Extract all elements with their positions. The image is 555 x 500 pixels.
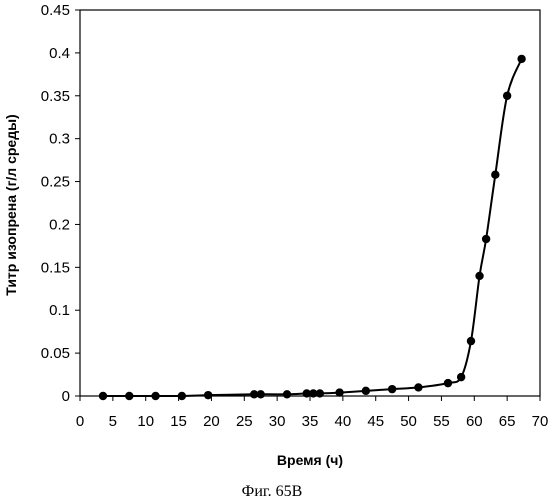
y-tick-label: 0.15 <box>41 259 70 276</box>
data-point <box>517 55 525 63</box>
data-point <box>283 390 291 398</box>
x-axis-ticks: 0 5 10 15 20 25 30 35 40 45 50 55 60 65 70 <box>76 396 549 430</box>
y-tick-label: 0.45 <box>41 2 70 19</box>
y-axis-title: Титр изопрена (г/л среды) <box>3 114 19 295</box>
data-point <box>491 170 499 178</box>
data-point <box>388 385 396 393</box>
x-tick-label: 30 <box>269 413 286 430</box>
figure-caption: Фиг. 65В <box>242 483 303 500</box>
data-point <box>335 388 343 396</box>
x-tick-label: 50 <box>400 413 417 430</box>
x-tick-label: 10 <box>137 413 154 430</box>
y-tick-label: 0.05 <box>41 345 70 362</box>
data-point <box>151 392 159 400</box>
x-tick-label: 55 <box>433 413 450 430</box>
y-tick-label: 0.1 <box>49 302 70 319</box>
data-point <box>204 391 212 399</box>
data-point <box>475 272 483 280</box>
x-axis-title: Время (ч) <box>277 452 343 468</box>
data-point <box>503 92 511 100</box>
y-tick-label: 0.2 <box>49 216 70 233</box>
data-point <box>467 337 475 345</box>
y-tick-label: 0.25 <box>41 174 70 191</box>
data-point <box>316 389 324 397</box>
y-tick-label: 0.3 <box>49 131 70 148</box>
data-point <box>414 383 422 391</box>
x-tick-label: 35 <box>302 413 319 430</box>
data-point <box>257 390 265 398</box>
x-tick-label: 25 <box>236 413 253 430</box>
x-tick-label: 65 <box>499 413 516 430</box>
data-point <box>482 235 490 243</box>
data-point <box>457 373 465 381</box>
y-axis-ticks: 0 0.05 0.1 0.15 0.2 0.25 0.3 0.35 0.4 0.45 <box>41 2 80 405</box>
series-line <box>103 59 522 396</box>
data-point <box>99 392 107 400</box>
data-series <box>99 55 526 401</box>
x-tick-label: 0 <box>76 413 84 430</box>
x-tick-label: 40 <box>335 413 352 430</box>
data-point <box>444 379 452 387</box>
x-tick-label: 15 <box>170 413 187 430</box>
data-point <box>125 392 133 400</box>
x-tick-label: 70 <box>532 413 549 430</box>
x-tick-label: 5 <box>109 413 117 430</box>
x-tick-label: 45 <box>367 413 384 430</box>
data-point <box>178 392 186 400</box>
x-tick-label: 20 <box>203 413 220 430</box>
x-tick-label: 60 <box>466 413 483 430</box>
y-tick-label: 0.35 <box>41 88 70 105</box>
y-tick-label: 0.4 <box>49 45 70 62</box>
y-tick-label: 0 <box>62 388 70 405</box>
data-point <box>362 387 370 395</box>
